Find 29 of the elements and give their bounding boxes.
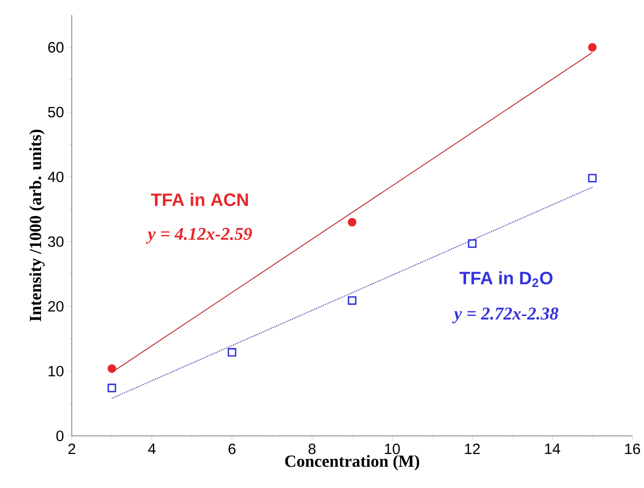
y-tick-label: 30 [48, 236, 64, 248]
annotation: y = 2.72x-2.38 [452, 308, 558, 324]
x-tick-label: 4 [148, 444, 156, 454]
x-tick-label: 8 [308, 444, 316, 454]
x-tick-label: 2 [68, 444, 76, 454]
point [588, 43, 597, 52]
x-tick-label: 12 [465, 444, 480, 454]
text: TFA in ACN [150, 193, 248, 206]
y-tick-label: 50 [48, 106, 64, 118]
y-tick-label: 10 [48, 366, 64, 377]
x-tick-label: 10 [385, 444, 400, 454]
point [228, 348, 236, 357]
point [588, 174, 597, 183]
point [108, 384, 116, 392]
point [348, 218, 356, 227]
point [108, 364, 116, 373]
series-label: TFA in D$_{2}$O [460, 271, 552, 288]
y-axis-title: Intensity /1000 (arb. units) [29, 130, 45, 322]
y-tick-label: 0 [56, 430, 64, 442]
x-axis-title: Concentration (M) [285, 455, 420, 470]
x-tick-label: 14 [545, 444, 560, 454]
point [348, 296, 356, 305]
x-tick-label: 6 [228, 444, 236, 454]
y-tick-label: 60 [48, 42, 64, 53]
annotation: y = 4.12x-2.59 [146, 228, 252, 244]
x-tick-label: 16 [625, 444, 640, 454]
point [468, 239, 477, 248]
y-tick-label: 20 [48, 301, 64, 312]
y-tick-label: 40 [48, 172, 64, 182]
